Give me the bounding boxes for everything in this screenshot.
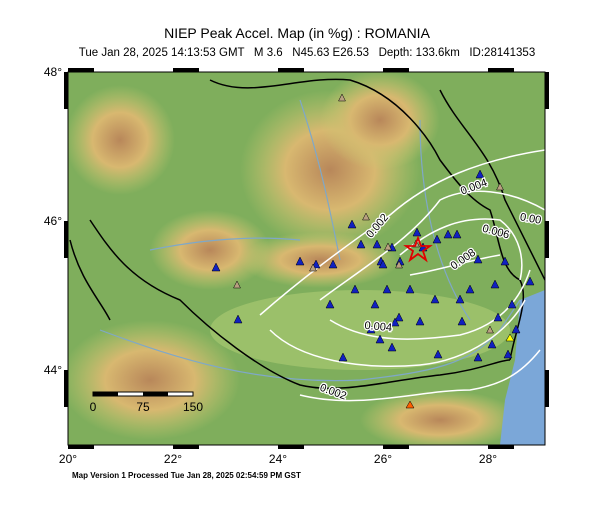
- station: [350, 284, 360, 294]
- station: [473, 352, 483, 362]
- station: [511, 324, 521, 334]
- station: [433, 349, 443, 359]
- lat-tick-label: 48°: [44, 65, 62, 79]
- station: [405, 284, 415, 294]
- frame-segment: [545, 221, 549, 258]
- frame-segment: [64, 72, 68, 109]
- station: [525, 276, 535, 286]
- contour-label: 0.004: [364, 320, 392, 334]
- station: [432, 234, 442, 244]
- station: [493, 312, 503, 322]
- lon-tick-label: 22°: [164, 452, 182, 466]
- station: [496, 182, 504, 191]
- station: [475, 169, 485, 179]
- station: [372, 239, 382, 249]
- station: [233, 280, 241, 289]
- station: [452, 229, 462, 239]
- frame-segment: [488, 445, 514, 449]
- station: [295, 256, 305, 266]
- frame-segment: [64, 221, 68, 258]
- frame-segment: [173, 445, 199, 449]
- station: [375, 334, 385, 344]
- frame-segment: [383, 68, 409, 72]
- station: [338, 93, 346, 102]
- station: [356, 239, 366, 249]
- station: [366, 324, 376, 334]
- station: [487, 339, 497, 349]
- station: [309, 263, 317, 272]
- station: [490, 279, 500, 289]
- station: [387, 342, 397, 352]
- lat-tick-label: 46°: [44, 214, 62, 228]
- station: [430, 294, 440, 304]
- station: [415, 316, 425, 326]
- frame-segment: [545, 72, 549, 109]
- frame-segment: [278, 68, 304, 72]
- scale-label: 0: [90, 400, 97, 414]
- lon-tick-label: 28°: [479, 452, 497, 466]
- frame-segment: [383, 445, 409, 449]
- subtitle: Tue Jan 28, 2025 14:13:53 GMT M 3.6 N45.…: [79, 47, 535, 59]
- station: [384, 242, 392, 251]
- station: [395, 260, 403, 269]
- lat-tick-label: 44°: [44, 363, 62, 377]
- scale-label: 150: [183, 400, 203, 414]
- station: [465, 284, 475, 294]
- station: [362, 212, 370, 221]
- station: [507, 299, 517, 309]
- station: [378, 259, 388, 269]
- station: [457, 316, 467, 326]
- station: [382, 284, 392, 294]
- station: [503, 349, 513, 359]
- frame-segment: [68, 68, 94, 72]
- station: [347, 219, 357, 229]
- frame-segment: [545, 370, 549, 407]
- lon-tick-label: 20°: [59, 452, 77, 466]
- title: NIEP Peak Accel. Map (in %g) : ROMANIA: [164, 25, 430, 41]
- station: [473, 254, 483, 264]
- station: [486, 325, 494, 334]
- station: [328, 259, 338, 269]
- footer: Map Version 1 Processed Tue Jan 28, 2025…: [72, 471, 301, 480]
- frame-segment: [64, 370, 68, 407]
- frame-segment: [488, 68, 514, 72]
- lon-tick-label: 26°: [374, 452, 392, 466]
- station: [412, 227, 422, 237]
- scale-label: 75: [136, 400, 150, 414]
- station: [455, 294, 465, 304]
- frame-segment: [278, 445, 304, 449]
- lon-tick-label: 24°: [269, 452, 287, 466]
- station: [443, 229, 453, 239]
- station: [233, 314, 243, 324]
- station: [370, 299, 380, 309]
- frame-segment: [68, 445, 94, 449]
- station: [325, 299, 335, 309]
- scale-bar: [92, 391, 194, 397]
- station: [394, 312, 404, 322]
- station: [500, 256, 510, 266]
- contour-label: 0.00: [519, 211, 542, 227]
- station: [211, 262, 221, 272]
- frame-segment: [173, 68, 199, 72]
- station: [390, 317, 400, 327]
- station: [338, 352, 348, 362]
